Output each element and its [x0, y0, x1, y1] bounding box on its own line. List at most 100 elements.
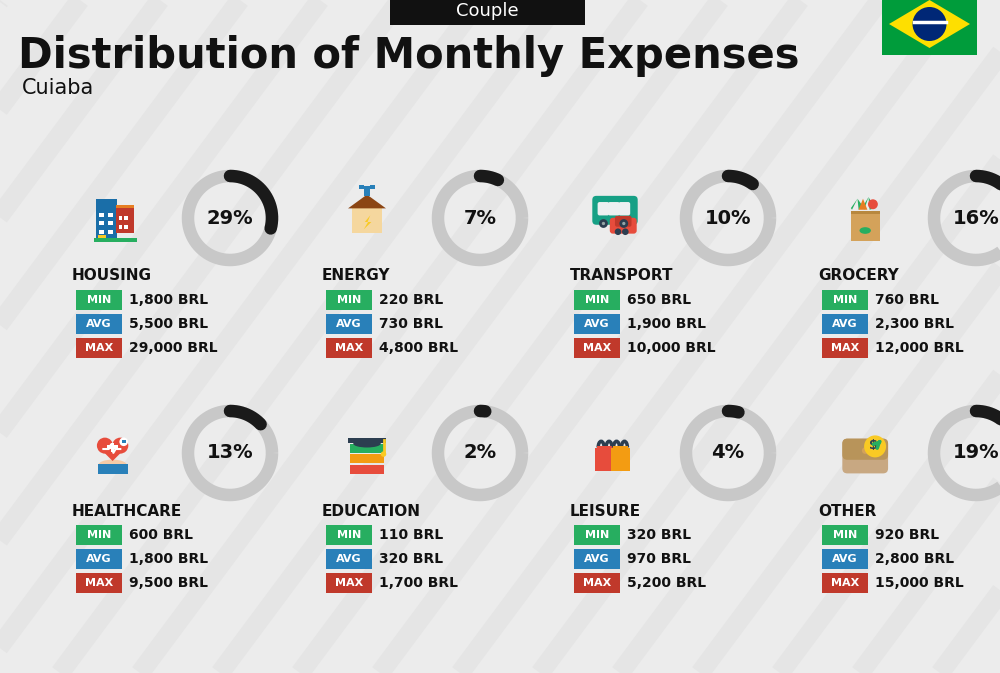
- Text: 2,300 BRL: 2,300 BRL: [875, 317, 954, 331]
- Text: MIN: MIN: [87, 295, 111, 305]
- FancyBboxPatch shape: [610, 218, 637, 234]
- Text: AVG: AVG: [832, 319, 858, 329]
- Text: 16%: 16%: [953, 209, 999, 227]
- FancyBboxPatch shape: [326, 338, 372, 358]
- FancyBboxPatch shape: [574, 573, 620, 593]
- Circle shape: [868, 199, 878, 209]
- Circle shape: [862, 448, 868, 454]
- FancyBboxPatch shape: [122, 440, 126, 444]
- Text: MIN: MIN: [87, 530, 111, 540]
- FancyBboxPatch shape: [108, 213, 113, 217]
- Text: MAX: MAX: [335, 343, 363, 353]
- FancyBboxPatch shape: [618, 202, 630, 215]
- Text: MIN: MIN: [337, 530, 361, 540]
- Text: 1,800 BRL: 1,800 BRL: [129, 293, 208, 307]
- Text: 29,000 BRL: 29,000 BRL: [129, 341, 218, 355]
- FancyBboxPatch shape: [116, 205, 134, 234]
- FancyBboxPatch shape: [119, 225, 122, 229]
- Text: MIN: MIN: [585, 530, 609, 540]
- FancyBboxPatch shape: [842, 439, 888, 460]
- FancyBboxPatch shape: [94, 238, 137, 242]
- Text: MAX: MAX: [583, 578, 611, 588]
- Text: AVG: AVG: [336, 319, 362, 329]
- Text: 2,800 BRL: 2,800 BRL: [875, 552, 954, 566]
- FancyBboxPatch shape: [597, 446, 613, 450]
- Text: MAX: MAX: [831, 343, 859, 353]
- Polygon shape: [851, 199, 858, 210]
- Circle shape: [119, 437, 128, 446]
- Polygon shape: [858, 199, 863, 210]
- Text: MAX: MAX: [583, 343, 611, 353]
- Text: 600 BRL: 600 BRL: [129, 528, 193, 542]
- FancyBboxPatch shape: [350, 444, 353, 453]
- Circle shape: [381, 452, 386, 457]
- FancyBboxPatch shape: [598, 202, 609, 215]
- Polygon shape: [863, 197, 868, 210]
- Text: EDUCATION: EDUCATION: [322, 503, 421, 518]
- Circle shape: [864, 435, 886, 458]
- FancyBboxPatch shape: [99, 221, 104, 225]
- Text: AVG: AVG: [832, 554, 858, 564]
- FancyBboxPatch shape: [99, 213, 104, 217]
- FancyBboxPatch shape: [350, 454, 384, 464]
- Polygon shape: [348, 194, 386, 209]
- Text: Distribution of Monthly Expenses: Distribution of Monthly Expenses: [18, 35, 800, 77]
- Text: MAX: MAX: [335, 578, 363, 588]
- FancyBboxPatch shape: [390, 0, 585, 25]
- Circle shape: [615, 228, 621, 235]
- Polygon shape: [889, 0, 970, 48]
- FancyBboxPatch shape: [124, 225, 128, 229]
- FancyBboxPatch shape: [613, 446, 628, 450]
- FancyBboxPatch shape: [119, 216, 122, 220]
- FancyBboxPatch shape: [76, 549, 122, 569]
- FancyBboxPatch shape: [326, 525, 372, 545]
- Text: MIN: MIN: [833, 530, 857, 540]
- Text: AVG: AVG: [584, 554, 610, 564]
- Text: $: $: [869, 439, 878, 452]
- Text: 29%: 29%: [207, 209, 253, 227]
- FancyBboxPatch shape: [822, 573, 868, 593]
- Text: 1,900 BRL: 1,900 BRL: [627, 317, 706, 331]
- FancyBboxPatch shape: [592, 196, 638, 225]
- Circle shape: [112, 437, 128, 454]
- FancyBboxPatch shape: [822, 290, 868, 310]
- Text: MIN: MIN: [585, 295, 609, 305]
- Text: AVG: AVG: [86, 319, 112, 329]
- FancyBboxPatch shape: [99, 230, 104, 234]
- FancyBboxPatch shape: [116, 205, 134, 208]
- Text: TRANSPORT: TRANSPORT: [570, 269, 674, 283]
- FancyBboxPatch shape: [350, 464, 353, 474]
- Text: 7%: 7%: [464, 209, 496, 227]
- Text: AVG: AVG: [86, 554, 112, 564]
- Text: 15,000 BRL: 15,000 BRL: [875, 576, 964, 590]
- FancyBboxPatch shape: [107, 446, 118, 449]
- Text: HEALTHCARE: HEALTHCARE: [72, 503, 182, 518]
- Text: MIN: MIN: [337, 295, 361, 305]
- Text: 13%: 13%: [207, 444, 253, 462]
- FancyBboxPatch shape: [98, 235, 106, 238]
- Text: AVG: AVG: [336, 554, 362, 564]
- Circle shape: [912, 7, 946, 41]
- FancyBboxPatch shape: [822, 314, 868, 334]
- FancyBboxPatch shape: [96, 199, 117, 239]
- Text: 320 BRL: 320 BRL: [379, 552, 443, 566]
- Polygon shape: [868, 197, 875, 210]
- Text: 5,500 BRL: 5,500 BRL: [129, 317, 208, 331]
- FancyBboxPatch shape: [108, 221, 113, 225]
- Text: 730 BRL: 730 BRL: [379, 317, 443, 331]
- FancyBboxPatch shape: [822, 549, 868, 569]
- FancyBboxPatch shape: [882, 0, 977, 55]
- FancyBboxPatch shape: [124, 216, 128, 220]
- Text: 970 BRL: 970 BRL: [627, 552, 691, 566]
- Text: 10,000 BRL: 10,000 BRL: [627, 341, 716, 355]
- Text: 4%: 4%: [711, 444, 745, 462]
- Circle shape: [622, 228, 629, 235]
- Text: OTHER: OTHER: [818, 503, 876, 518]
- Text: 4,800 BRL: 4,800 BRL: [379, 341, 458, 355]
- Text: GROCERY: GROCERY: [818, 269, 899, 283]
- Ellipse shape: [859, 227, 871, 234]
- FancyBboxPatch shape: [359, 185, 364, 189]
- Text: 760 BRL: 760 BRL: [875, 293, 939, 307]
- Text: 5,200 BRL: 5,200 BRL: [627, 576, 706, 590]
- FancyBboxPatch shape: [326, 549, 372, 569]
